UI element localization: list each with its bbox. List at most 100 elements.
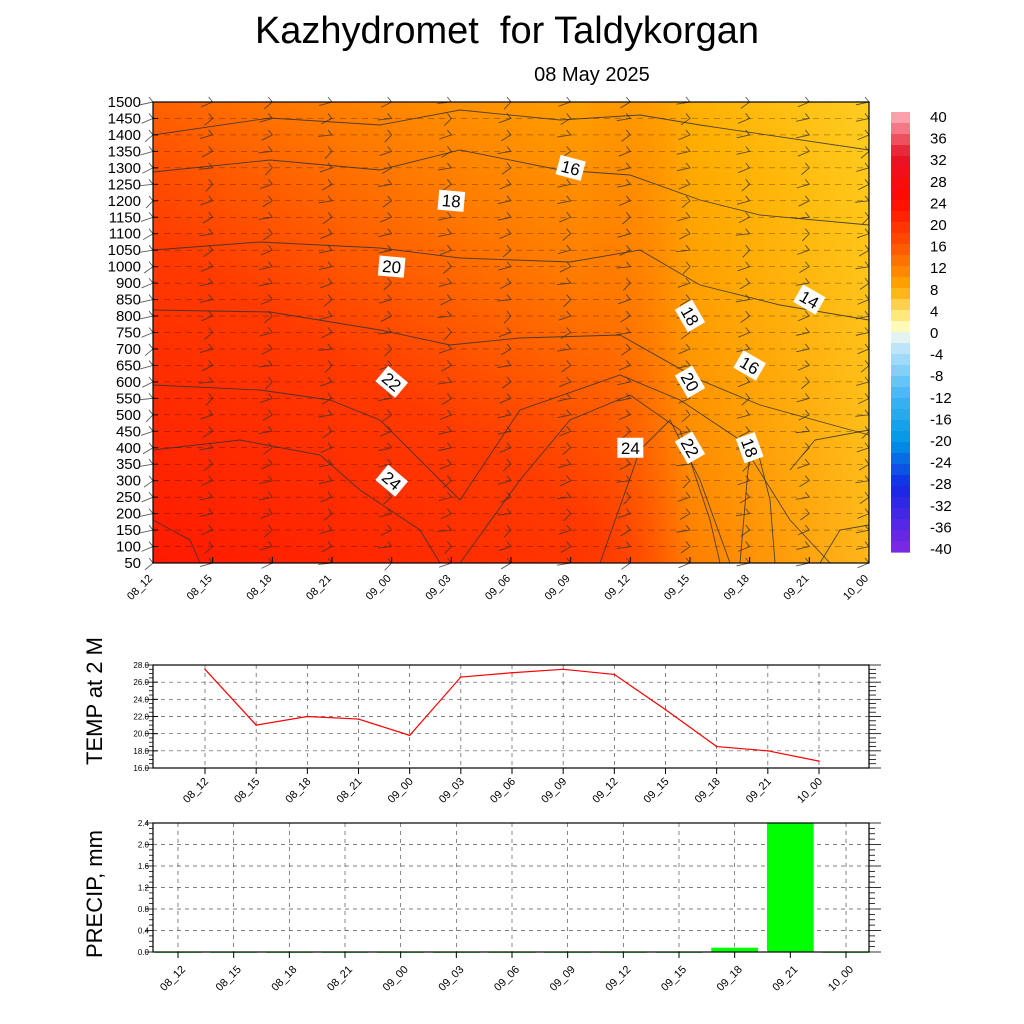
wind-barb <box>678 129 691 141</box>
wind-barb <box>679 508 691 520</box>
colorbar-segment <box>891 354 910 366</box>
wind-barb <box>738 376 751 388</box>
wind-barb <box>622 426 631 439</box>
wind-barb <box>557 195 572 205</box>
wind-barb <box>801 376 810 390</box>
wind-barb <box>442 179 452 192</box>
wind-barb <box>260 179 274 189</box>
colorbar-segment <box>891 420 910 432</box>
wind-barb <box>204 541 214 554</box>
wind-barb <box>264 310 273 324</box>
y-tick-label: 500 <box>116 407 141 424</box>
wind-barb <box>142 228 154 241</box>
colorbar-segment <box>891 453 910 465</box>
wind-barb <box>145 195 154 209</box>
contour-label-box <box>793 284 826 315</box>
wind-barb <box>680 541 691 554</box>
wind-barb <box>618 294 632 305</box>
precip-y-tick-label: 1.2 <box>138 884 150 893</box>
wind-barb <box>797 244 811 255</box>
temp-y-tick-label: 24.0 <box>133 695 149 704</box>
colorbar-segment <box>891 442 910 454</box>
wind-barb <box>499 442 512 453</box>
contour-line <box>152 309 870 436</box>
wind-barb <box>320 228 333 239</box>
wind-barb <box>318 475 333 484</box>
wind-barb <box>145 409 154 423</box>
colorbar-label: 24 <box>930 195 947 212</box>
wind-barb <box>437 162 453 171</box>
colorbar-segment <box>891 211 910 223</box>
wind-barb <box>380 310 393 322</box>
colorbar-segment <box>891 519 910 531</box>
y-tick-label: 450 <box>116 423 141 440</box>
precip-x-tick-label: 08_12 <box>158 964 188 994</box>
wind-barb <box>678 179 691 190</box>
temp-data-point <box>357 718 360 720</box>
colorbar-label: 32 <box>930 152 947 169</box>
wind-barb <box>200 195 214 206</box>
wind-barb <box>736 294 751 303</box>
wind-barb <box>380 211 393 223</box>
temp-x-tick-label: 10_00 <box>795 776 825 806</box>
colorbar-label: -16 <box>930 411 952 428</box>
colorbar-segment <box>891 200 910 212</box>
wind-barb <box>139 393 154 401</box>
wind-barb <box>318 343 333 351</box>
y-tick-label: 1000 <box>108 259 141 276</box>
wind-barb <box>438 228 453 238</box>
precip-y-tick-label: 1.6 <box>138 862 150 871</box>
colorbar-label: 8 <box>930 282 938 299</box>
colorbar-segment <box>891 112 910 124</box>
wind-barb <box>144 129 154 143</box>
wind-barb <box>676 244 691 253</box>
wind-barb <box>616 475 632 483</box>
y-tick-label: 1500 <box>108 94 141 111</box>
x-tick-label: 10_00 <box>841 573 871 603</box>
wind-barb <box>617 228 632 238</box>
wind-barb <box>201 524 214 536</box>
colorbar-segment <box>891 288 910 300</box>
wind-barb <box>439 409 453 421</box>
wind-barb <box>323 294 333 307</box>
x-tick-label: 09_09 <box>543 573 573 603</box>
contour-label-text: 16 <box>559 157 582 180</box>
wind-barb <box>324 360 333 374</box>
wind-barb <box>444 541 452 555</box>
contour-label: 22 <box>375 365 409 398</box>
wind-barb <box>140 146 154 156</box>
wind-barb <box>736 508 751 517</box>
wind-barb <box>556 491 572 500</box>
wind-barb <box>380 524 393 536</box>
wind-barb <box>321 179 333 191</box>
wind-barb <box>324 146 333 159</box>
wind-barb <box>205 393 214 406</box>
wind-barb <box>796 541 811 550</box>
wind-barb <box>319 524 333 535</box>
wind-barb <box>737 261 751 272</box>
temp-x-tick-label: 09_09 <box>539 776 569 806</box>
temp-x-tick-label: 08_15 <box>232 776 262 806</box>
wind-barb <box>556 277 572 286</box>
wind-barb <box>677 277 691 288</box>
precip-x-tick-label: 08_21 <box>325 964 355 994</box>
wind-barb <box>143 261 154 274</box>
wind-barb <box>318 409 333 418</box>
wind-barb <box>562 228 572 241</box>
temp-data-point <box>613 673 616 676</box>
wind-barb <box>321 327 333 339</box>
wind-barb <box>321 541 333 553</box>
contour-label-text: 24 <box>621 439 640 458</box>
wind-barb <box>199 442 214 451</box>
colorbar-segment <box>891 365 910 377</box>
wind-barb <box>202 426 214 438</box>
colorbar-segment <box>891 244 910 256</box>
wind-barb <box>560 541 572 553</box>
wind-barb <box>797 310 811 322</box>
chart-subtitle: 08 May 2025 <box>534 64 650 86</box>
wind-barb <box>378 393 393 401</box>
y-tick-label: 1150 <box>109 209 141 226</box>
wind-barb <box>141 113 154 124</box>
wind-barb <box>439 129 453 140</box>
wind-barb <box>261 343 274 355</box>
